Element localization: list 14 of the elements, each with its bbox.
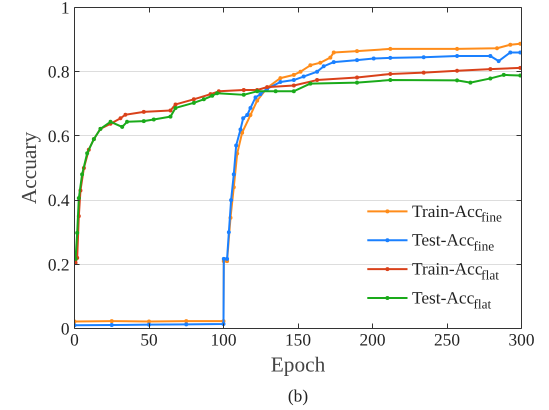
x-axis-title: Epoch: [270, 352, 326, 376]
text: (b): [288, 386, 308, 406]
x-tick-label: 250: [434, 330, 460, 350]
x-tick-label: 100: [210, 330, 237, 350]
y-tick-label: 0.4: [48, 191, 70, 210]
x-tick-label: 200: [360, 330, 386, 350]
y-tick-label: 0.2: [48, 255, 70, 274]
x-tick-label: 50: [140, 330, 158, 350]
y-tick-label: 0.6: [48, 126, 70, 146]
x-tick-label: 300: [508, 330, 535, 350]
x-tick-label: 150: [285, 330, 312, 350]
y-axis-title: Accuary: [16, 132, 41, 204]
y-tick-label: 1: [60, 0, 70, 18]
y-tick-label: 0.8: [48, 62, 70, 82]
